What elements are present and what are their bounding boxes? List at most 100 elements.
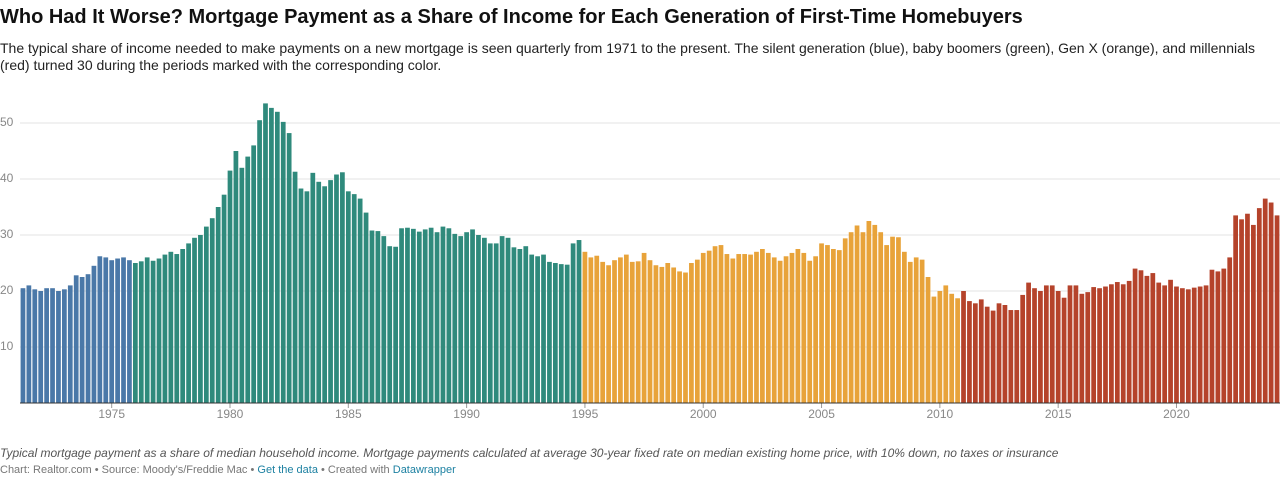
- bar: [121, 257, 126, 403]
- x-tick-label: 2020: [1163, 407, 1190, 421]
- bar: [641, 252, 647, 403]
- bar: [1162, 285, 1168, 403]
- bar: [168, 251, 174, 403]
- bar: [144, 257, 150, 403]
- bar: [1002, 305, 1008, 403]
- bar: [866, 221, 872, 403]
- bar: [665, 263, 671, 403]
- bar: [458, 236, 464, 403]
- bar: [683, 272, 688, 403]
- bar: [1245, 213, 1250, 403]
- bar: [97, 256, 103, 403]
- bar: [990, 310, 996, 403]
- bar: [1126, 280, 1132, 403]
- bar: [381, 236, 387, 403]
- bar: [411, 228, 416, 403]
- bar: [529, 254, 535, 403]
- bar: [174, 254, 180, 403]
- bar: [913, 257, 919, 403]
- x-tick-label: 2010: [927, 407, 954, 421]
- bar: [795, 249, 801, 403]
- footer: Chart: Realtor.com • Source: Moody's/Fre…: [0, 464, 456, 476]
- bar: [470, 229, 475, 403]
- bar: [783, 256, 789, 403]
- bar: [103, 257, 109, 403]
- bar: [464, 232, 469, 403]
- bar: [600, 261, 606, 403]
- bar: [943, 285, 949, 403]
- bar: [1038, 291, 1043, 403]
- bar: [162, 254, 168, 403]
- bar: [198, 235, 203, 403]
- bar: [91, 265, 97, 403]
- bar: [387, 246, 393, 403]
- x-tick-label: 1975: [98, 407, 125, 421]
- bar: [1185, 289, 1191, 403]
- bar: [1221, 268, 1227, 403]
- bar: [984, 306, 990, 403]
- bar: [629, 261, 635, 403]
- bar: [612, 260, 617, 403]
- bar: [1091, 287, 1097, 403]
- bar: [375, 231, 381, 403]
- bar: [32, 289, 38, 403]
- bar: [919, 259, 925, 403]
- bar: [1174, 286, 1179, 403]
- bar: [1120, 284, 1126, 403]
- bar: [221, 194, 227, 403]
- bar: [996, 303, 1002, 403]
- bar: [1114, 282, 1120, 403]
- bar: [263, 103, 268, 404]
- bar: [523, 246, 529, 403]
- bar: [1274, 215, 1280, 403]
- bar: [831, 249, 836, 403]
- chart-note: Typical mortgage payment as a share of m…: [0, 446, 1059, 460]
- x-tick-label: 2005: [808, 407, 835, 421]
- bar: [541, 254, 546, 403]
- bar: [245, 156, 251, 403]
- bar: [363, 212, 369, 403]
- bar: [618, 257, 623, 403]
- bar: [677, 271, 682, 403]
- bar: [819, 243, 824, 403]
- bar: [558, 264, 564, 403]
- x-tick-label: 2015: [1045, 407, 1072, 421]
- bar: [907, 261, 913, 403]
- credit-link[interactable]: Datawrapper: [392, 464, 456, 476]
- bar: [487, 243, 493, 403]
- bar: [1233, 215, 1238, 403]
- bar: [292, 171, 298, 403]
- bar: [482, 237, 487, 403]
- bar: [931, 296, 937, 403]
- bar: [334, 174, 339, 403]
- bar: [186, 243, 191, 403]
- data-link[interactable]: Get the data: [257, 464, 318, 476]
- bar: [896, 237, 901, 403]
- bar: [251, 145, 257, 403]
- bar: [1073, 285, 1079, 403]
- bar: [38, 291, 44, 403]
- bar: [26, 285, 32, 403]
- bar: [760, 249, 765, 403]
- bar: [872, 224, 878, 403]
- bar: [742, 254, 748, 403]
- bar: [446, 228, 452, 403]
- x-tick-label: 1995: [572, 407, 599, 421]
- bar: [499, 236, 505, 403]
- bar: [1138, 270, 1144, 403]
- bar: [1079, 293, 1085, 403]
- bar: [748, 254, 753, 403]
- bar: [132, 263, 138, 403]
- bar: [576, 240, 582, 403]
- bar: [700, 252, 706, 403]
- bar: [310, 172, 316, 403]
- bar: [511, 247, 517, 403]
- bar: [298, 188, 304, 403]
- bar: [1168, 279, 1173, 403]
- bar: [635, 261, 641, 403]
- bar: [138, 261, 144, 403]
- bar: [1209, 269, 1215, 403]
- bar: [1262, 198, 1268, 403]
- bar: [440, 226, 446, 403]
